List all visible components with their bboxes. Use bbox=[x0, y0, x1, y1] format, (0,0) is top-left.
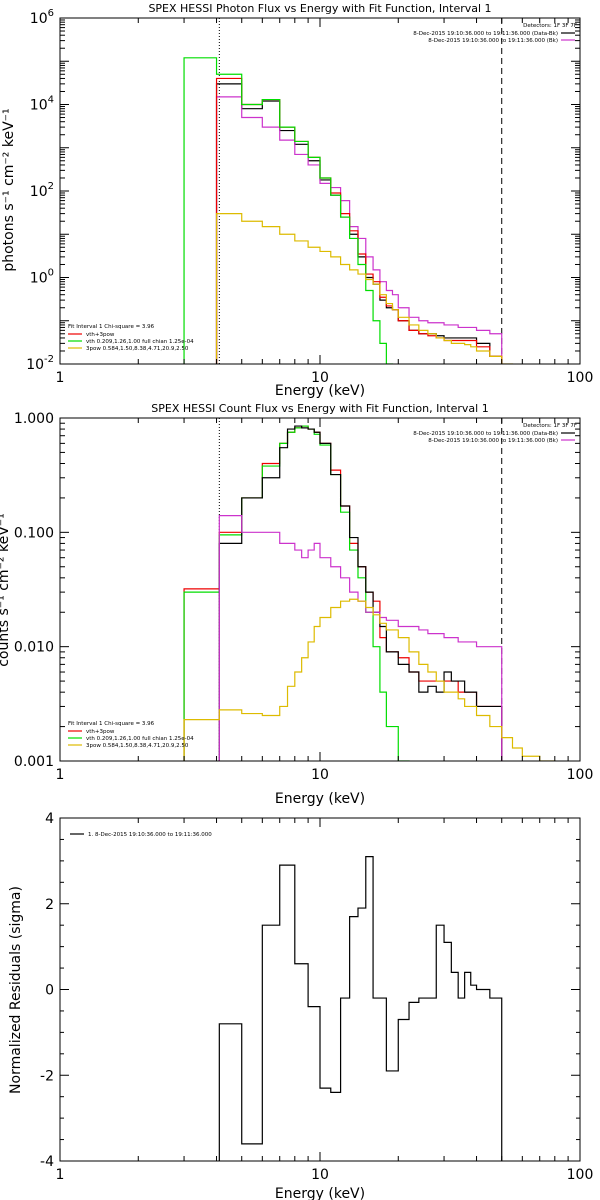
x-tick-label: 100 bbox=[567, 370, 594, 386]
y-tick-label: 100 bbox=[30, 268, 54, 287]
series-data-bk-line bbox=[215, 83, 503, 364]
y-tick-label: 1.000 bbox=[14, 411, 54, 427]
count-flux-panel: SPEX HESSI Count Flux vs Energy with Fit… bbox=[0, 402, 593, 807]
series-residuals-line bbox=[218, 855, 503, 1161]
y-tick-label: 0.010 bbox=[14, 640, 54, 656]
photon-flux-plot bbox=[183, 18, 514, 364]
x-tick-label: 100 bbox=[567, 767, 594, 783]
residuals-panel: 1 10 100 4 2 0 -2 -4 Energy (keV) Normalized Re… bbox=[8, 811, 593, 1200]
y-tick-label: 106 bbox=[30, 8, 54, 27]
legend-entry-label: vth 0.209,1.26,1.00 full chian 1.25e-04 bbox=[86, 339, 194, 345]
x-tick-label: 10 bbox=[311, 370, 329, 386]
series-3pow-line bbox=[183, 598, 556, 761]
series-vth-3pow-line bbox=[183, 425, 503, 761]
series-bk-line bbox=[215, 96, 503, 364]
count-flux-title: SPEX HESSI Count Flux vs Energy with Fit… bbox=[151, 402, 488, 415]
y-tick-label: 0 bbox=[45, 983, 54, 999]
x-tick-label: 1 bbox=[56, 370, 65, 386]
y-tick-label: 0.001 bbox=[14, 754, 54, 770]
x-tick-label: 10 bbox=[311, 767, 329, 783]
residuals-ticks: 1 10 100 4 2 0 -2 -4 bbox=[40, 811, 593, 1183]
y-tick-label: 0.100 bbox=[14, 525, 54, 541]
photon-flux-xlabel: Energy (keV) bbox=[275, 383, 365, 399]
y-tick-label: 104 bbox=[30, 95, 54, 114]
photon-flux-legend-topright: Detectors: 1F 3F 7F 8-Dec-2015 19:10:36.0… bbox=[413, 23, 577, 44]
legend-entry-label: 3pow 0.584,1.50,8.38,4.71,20.9,2.50 bbox=[86, 743, 189, 749]
count-flux-xlabel: Energy (keV) bbox=[275, 791, 365, 807]
x-tick-label: 100 bbox=[567, 1167, 594, 1183]
residuals-xlabel: Energy (keV) bbox=[275, 1186, 365, 1200]
series-vth-line bbox=[183, 57, 394, 364]
series-vth-line bbox=[183, 425, 410, 761]
photon-flux-title: SPEX HESSI Photon Flux vs Energy with Fi… bbox=[148, 2, 491, 15]
x-tick-label: 1 bbox=[56, 767, 65, 783]
y-tick-label: 10-2 bbox=[26, 354, 54, 373]
series-vth-3pow-line bbox=[215, 77, 503, 364]
y-tick-label: -4 bbox=[40, 1154, 54, 1170]
photon-flux-ticks: 1 10 100 106 104 102 100 10-2 bbox=[26, 8, 593, 386]
y-tick-label: 2 bbox=[45, 897, 54, 913]
count-flux-legend-bottomleft: Fit Interval 1 Chi-square = 3.96 vth+3pow… bbox=[68, 721, 194, 749]
legend-entry-label: vth 0.209,1.26,1.00 full chian 1.25e-04 bbox=[86, 736, 194, 742]
count-flux-legend-topright: Detectors: 1F 3F 7F 8-Dec-2015 19:10:36.0… bbox=[413, 423, 577, 444]
residuals-legend: 1. 8-Dec-2015 19:10:36.000 to 19:11:36.0… bbox=[70, 832, 212, 838]
legend-entry-label: 1. 8-Dec-2015 19:10:36.000 to 19:11:36.0… bbox=[88, 832, 212, 838]
legend-header: Detectors: 1F 3F 7F bbox=[523, 23, 577, 29]
count-flux-ylabel: counts s⁻¹ cm⁻² keV⁻¹ bbox=[0, 513, 12, 667]
legend-entry-label: 8-Dec-2015 19:10:36.000 to 19:11:36.000 … bbox=[413, 31, 558, 37]
x-tick-label: 1 bbox=[56, 1167, 65, 1183]
count-flux-ticks: 1 10 100 1.000 0.100 0.010 0.001 bbox=[14, 411, 593, 783]
count-flux-plot bbox=[183, 418, 556, 761]
legend-header: Detectors: 1F 3F 7F bbox=[523, 423, 577, 429]
y-tick-label: 102 bbox=[30, 181, 54, 200]
legend-entry-label: 8-Dec-2015 19:10:36.000 to 19:11:36.000 … bbox=[428, 438, 558, 444]
legend-header: Fit Interval 1 Chi-square = 3.96 bbox=[68, 721, 155, 727]
photon-flux-ylabel: photons s⁻¹ cm⁻² keV⁻¹ bbox=[1, 108, 17, 271]
legend-entry-label: 8-Dec-2015 19:10:36.000 to 19:11:36.000 … bbox=[413, 431, 558, 437]
residuals-plot bbox=[218, 855, 503, 1161]
series-3pow-line bbox=[215, 213, 514, 364]
x-tick-label: 10 bbox=[311, 1167, 329, 1183]
legend-header: Fit Interval 1 Chi-square = 3.96 bbox=[68, 324, 155, 330]
series-data-bk-line bbox=[218, 425, 503, 761]
y-tick-label: -2 bbox=[40, 1068, 54, 1084]
y-tick-label: 4 bbox=[45, 811, 54, 827]
residuals-ylabel: Normalized Residuals (sigma) bbox=[8, 886, 24, 1094]
photon-flux-legend-bottomleft: Fit Interval 1 Chi-square = 3.96 vth+3pow… bbox=[68, 324, 194, 352]
series-bk-line bbox=[218, 515, 503, 761]
legend-entry-label: vth+3pow bbox=[86, 729, 115, 735]
legend-entry-label: 3pow 0.584,1.50,8.38,4.71,20.9,2.50 bbox=[86, 346, 189, 352]
photon-flux-panel: SPEX HESSI Photon Flux vs Energy with Fi… bbox=[1, 2, 593, 399]
legend-entry-label: 8-Dec-2015 19:10:36.000 to 19:11:36.000 … bbox=[428, 38, 558, 44]
legend-entry-label: vth+3pow bbox=[86, 332, 115, 338]
